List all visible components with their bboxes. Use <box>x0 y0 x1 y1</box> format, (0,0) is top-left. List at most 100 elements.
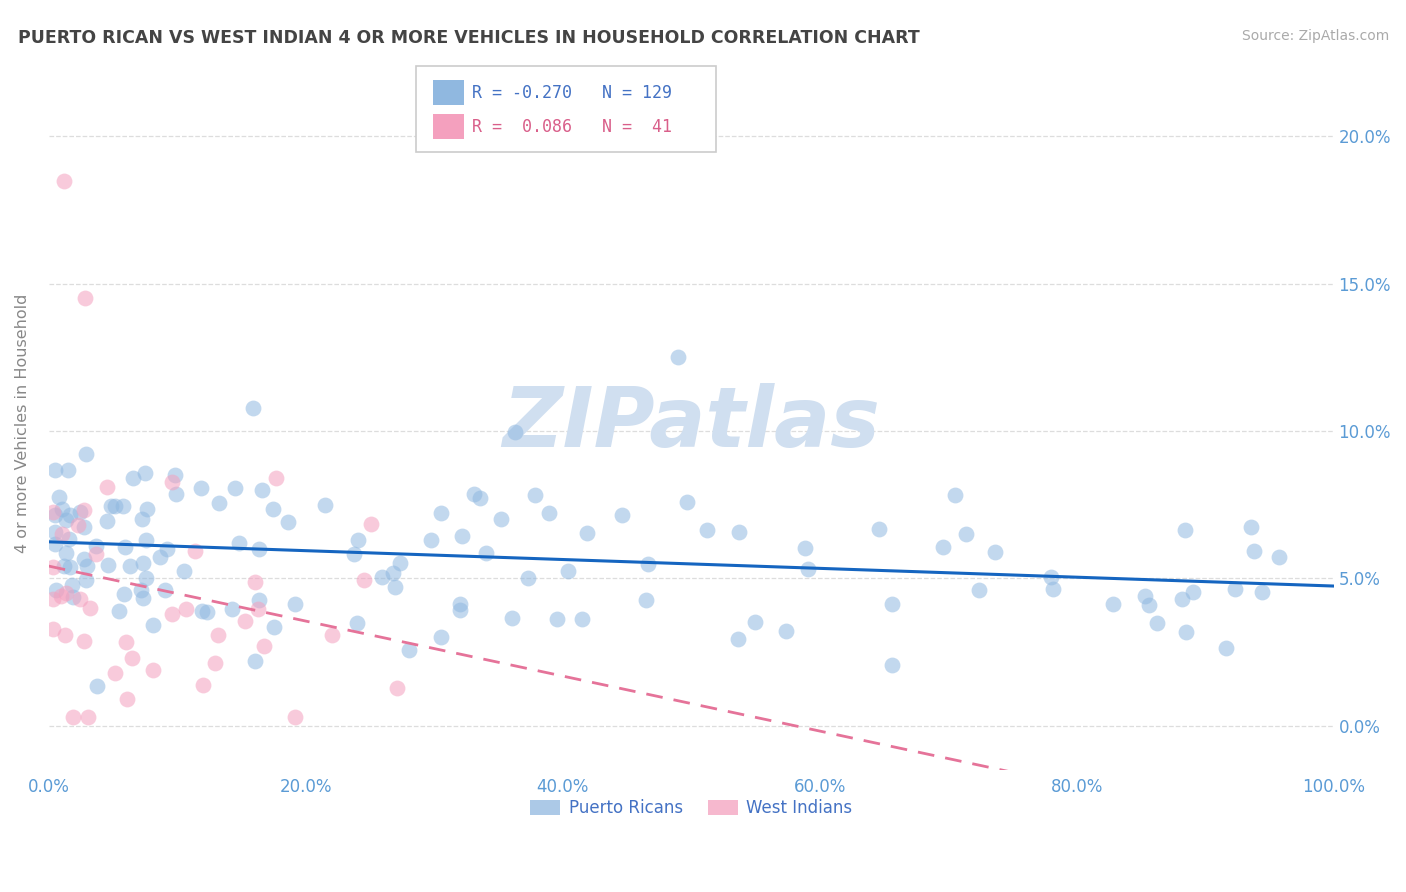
Point <box>505 425 527 439</box>
Point <box>775 624 797 639</box>
Point <box>207 496 229 510</box>
Point <box>233 615 256 629</box>
Point <box>794 541 817 555</box>
Point <box>727 632 749 646</box>
Point <box>346 616 368 631</box>
Text: R =  0.086   N =  41: R = 0.086 N = 41 <box>472 118 672 136</box>
Point <box>69 505 91 519</box>
Point <box>546 612 568 626</box>
Point <box>1240 520 1263 534</box>
Point <box>637 557 659 571</box>
Point <box>371 570 394 584</box>
Point <box>131 556 153 570</box>
Point <box>1171 592 1194 607</box>
Point <box>468 491 491 505</box>
Point <box>96 514 118 528</box>
Point <box>634 593 657 607</box>
Point <box>224 481 246 495</box>
Point <box>59 508 82 522</box>
Point <box>73 503 96 517</box>
Point <box>77 710 100 724</box>
Point <box>176 602 198 616</box>
Point <box>1042 582 1064 596</box>
Point <box>60 578 83 592</box>
Point <box>84 547 107 561</box>
Point <box>343 548 366 562</box>
Point <box>41 505 63 519</box>
Point <box>142 663 165 677</box>
Point <box>97 558 120 573</box>
Point <box>73 633 96 648</box>
Point <box>165 487 187 501</box>
Point <box>204 656 226 670</box>
Point <box>53 628 76 642</box>
Point <box>135 533 157 548</box>
Point <box>882 597 904 611</box>
Point <box>55 586 77 600</box>
Point <box>868 522 890 536</box>
Point <box>384 580 406 594</box>
Point <box>967 582 990 597</box>
Point <box>1223 582 1246 597</box>
Point <box>1133 589 1156 603</box>
Point <box>247 592 270 607</box>
Point <box>321 628 343 642</box>
Point <box>1101 597 1123 611</box>
Point <box>501 610 523 624</box>
Point <box>114 635 136 649</box>
Point <box>86 679 108 693</box>
Point <box>67 517 90 532</box>
Point <box>45 583 67 598</box>
Point <box>79 601 101 615</box>
Point <box>84 539 107 553</box>
Point <box>284 710 307 724</box>
Point <box>108 605 131 619</box>
Point <box>489 512 512 526</box>
Point <box>314 498 336 512</box>
Point <box>51 502 73 516</box>
Point <box>228 536 250 550</box>
Point <box>162 475 184 489</box>
Point <box>153 582 176 597</box>
Point <box>69 592 91 607</box>
Point <box>62 710 84 724</box>
Point <box>55 546 77 560</box>
Point <box>537 506 560 520</box>
Point <box>575 525 598 540</box>
Point <box>44 524 66 539</box>
Point <box>96 480 118 494</box>
Point <box>173 564 195 578</box>
Point <box>195 605 218 619</box>
Point <box>277 516 299 530</box>
Point <box>160 607 183 622</box>
Point <box>53 173 76 187</box>
Point <box>55 513 77 527</box>
Point <box>111 499 134 513</box>
Point <box>676 495 699 509</box>
Point <box>347 533 370 548</box>
Point <box>382 566 405 581</box>
Point <box>463 487 485 501</box>
Point <box>1040 570 1063 584</box>
Point <box>42 622 65 636</box>
Point <box>100 499 122 513</box>
Point <box>53 559 76 574</box>
Point <box>191 604 214 618</box>
Point <box>104 499 127 513</box>
Text: ZIPatlas: ZIPatlas <box>502 384 880 464</box>
Point <box>242 401 264 416</box>
Point <box>284 597 307 611</box>
Point <box>984 544 1007 558</box>
Point <box>44 463 66 477</box>
Point <box>51 526 73 541</box>
Point <box>247 602 270 616</box>
Point <box>73 551 96 566</box>
Point <box>104 665 127 680</box>
Point <box>943 488 966 502</box>
Point <box>744 615 766 629</box>
Point <box>250 483 273 497</box>
Text: Source: ZipAtlas.com: Source: ZipAtlas.com <box>1241 29 1389 43</box>
Point <box>149 550 172 565</box>
Point <box>1174 625 1197 640</box>
Point <box>430 506 453 520</box>
